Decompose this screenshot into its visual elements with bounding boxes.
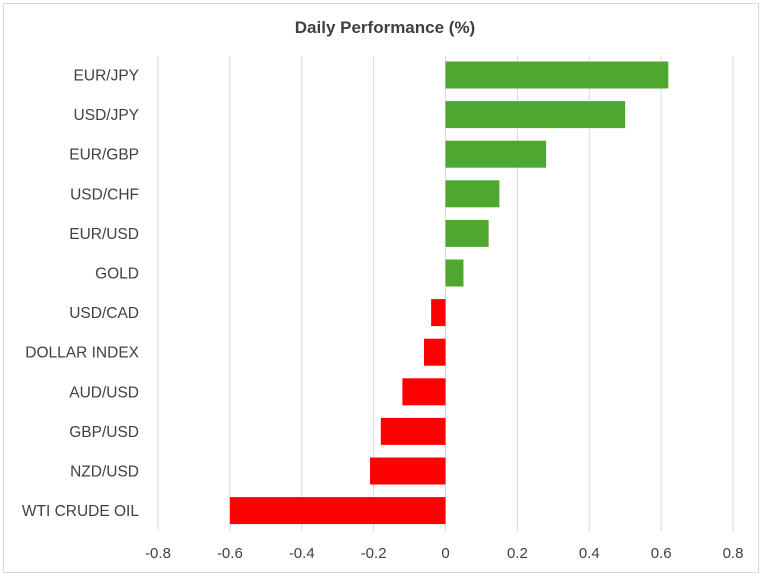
category-label: EUR/USD — [69, 226, 139, 243]
x-tick-label: -0.2 — [361, 545, 387, 562]
x-tick-labels: -0.8 -0.6 -0.4 -0.2 0 0.2 0.4 0.6 0.8 — [145, 545, 743, 562]
bar — [445, 259, 464, 287]
chart-title: Daily Performance (%) — [295, 18, 475, 37]
category-label: USD/CHF — [70, 186, 139, 203]
bar — [445, 180, 500, 208]
category-label: USD/CAD — [69, 305, 139, 322]
x-tick-label: 0.6 — [651, 545, 672, 562]
category-label: USD/JPY — [74, 107, 139, 124]
x-tick-label: -0.6 — [217, 545, 243, 562]
category-label: EUR/JPY — [74, 68, 139, 85]
category-labels: EUR/JPY USD/JPY EUR/GBP USD/CHF EUR/USD GOLD U… — [22, 68, 140, 521]
category-label: NZD/USD — [70, 464, 139, 481]
bar — [431, 299, 446, 327]
gridlines — [157, 56, 734, 531]
bar — [423, 338, 446, 366]
x-tick-label: 0.2 — [507, 545, 528, 562]
category-label: GBP/USD — [69, 424, 139, 441]
category-label: WTI CRUDE OIL — [22, 503, 139, 520]
category-label: AUD/USD — [69, 384, 139, 401]
category-label: GOLD — [95, 266, 139, 283]
bar — [229, 497, 446, 525]
category-label: EUR/GBP — [69, 147, 139, 164]
x-tick-label: -0.8 — [145, 545, 171, 562]
bar — [445, 219, 489, 247]
bar — [380, 417, 446, 445]
bars — [229, 61, 669, 525]
x-tick-label: -0.4 — [289, 545, 315, 562]
category-label: DOLLAR INDEX — [25, 345, 139, 362]
x-tick-label: 0.4 — [579, 545, 600, 562]
bar — [402, 378, 446, 406]
bar — [445, 101, 626, 129]
x-tick-label: 0 — [441, 545, 449, 562]
bar — [445, 140, 547, 168]
bar — [445, 61, 669, 89]
x-tick-label: 0.8 — [723, 545, 744, 562]
bar — [370, 457, 446, 485]
